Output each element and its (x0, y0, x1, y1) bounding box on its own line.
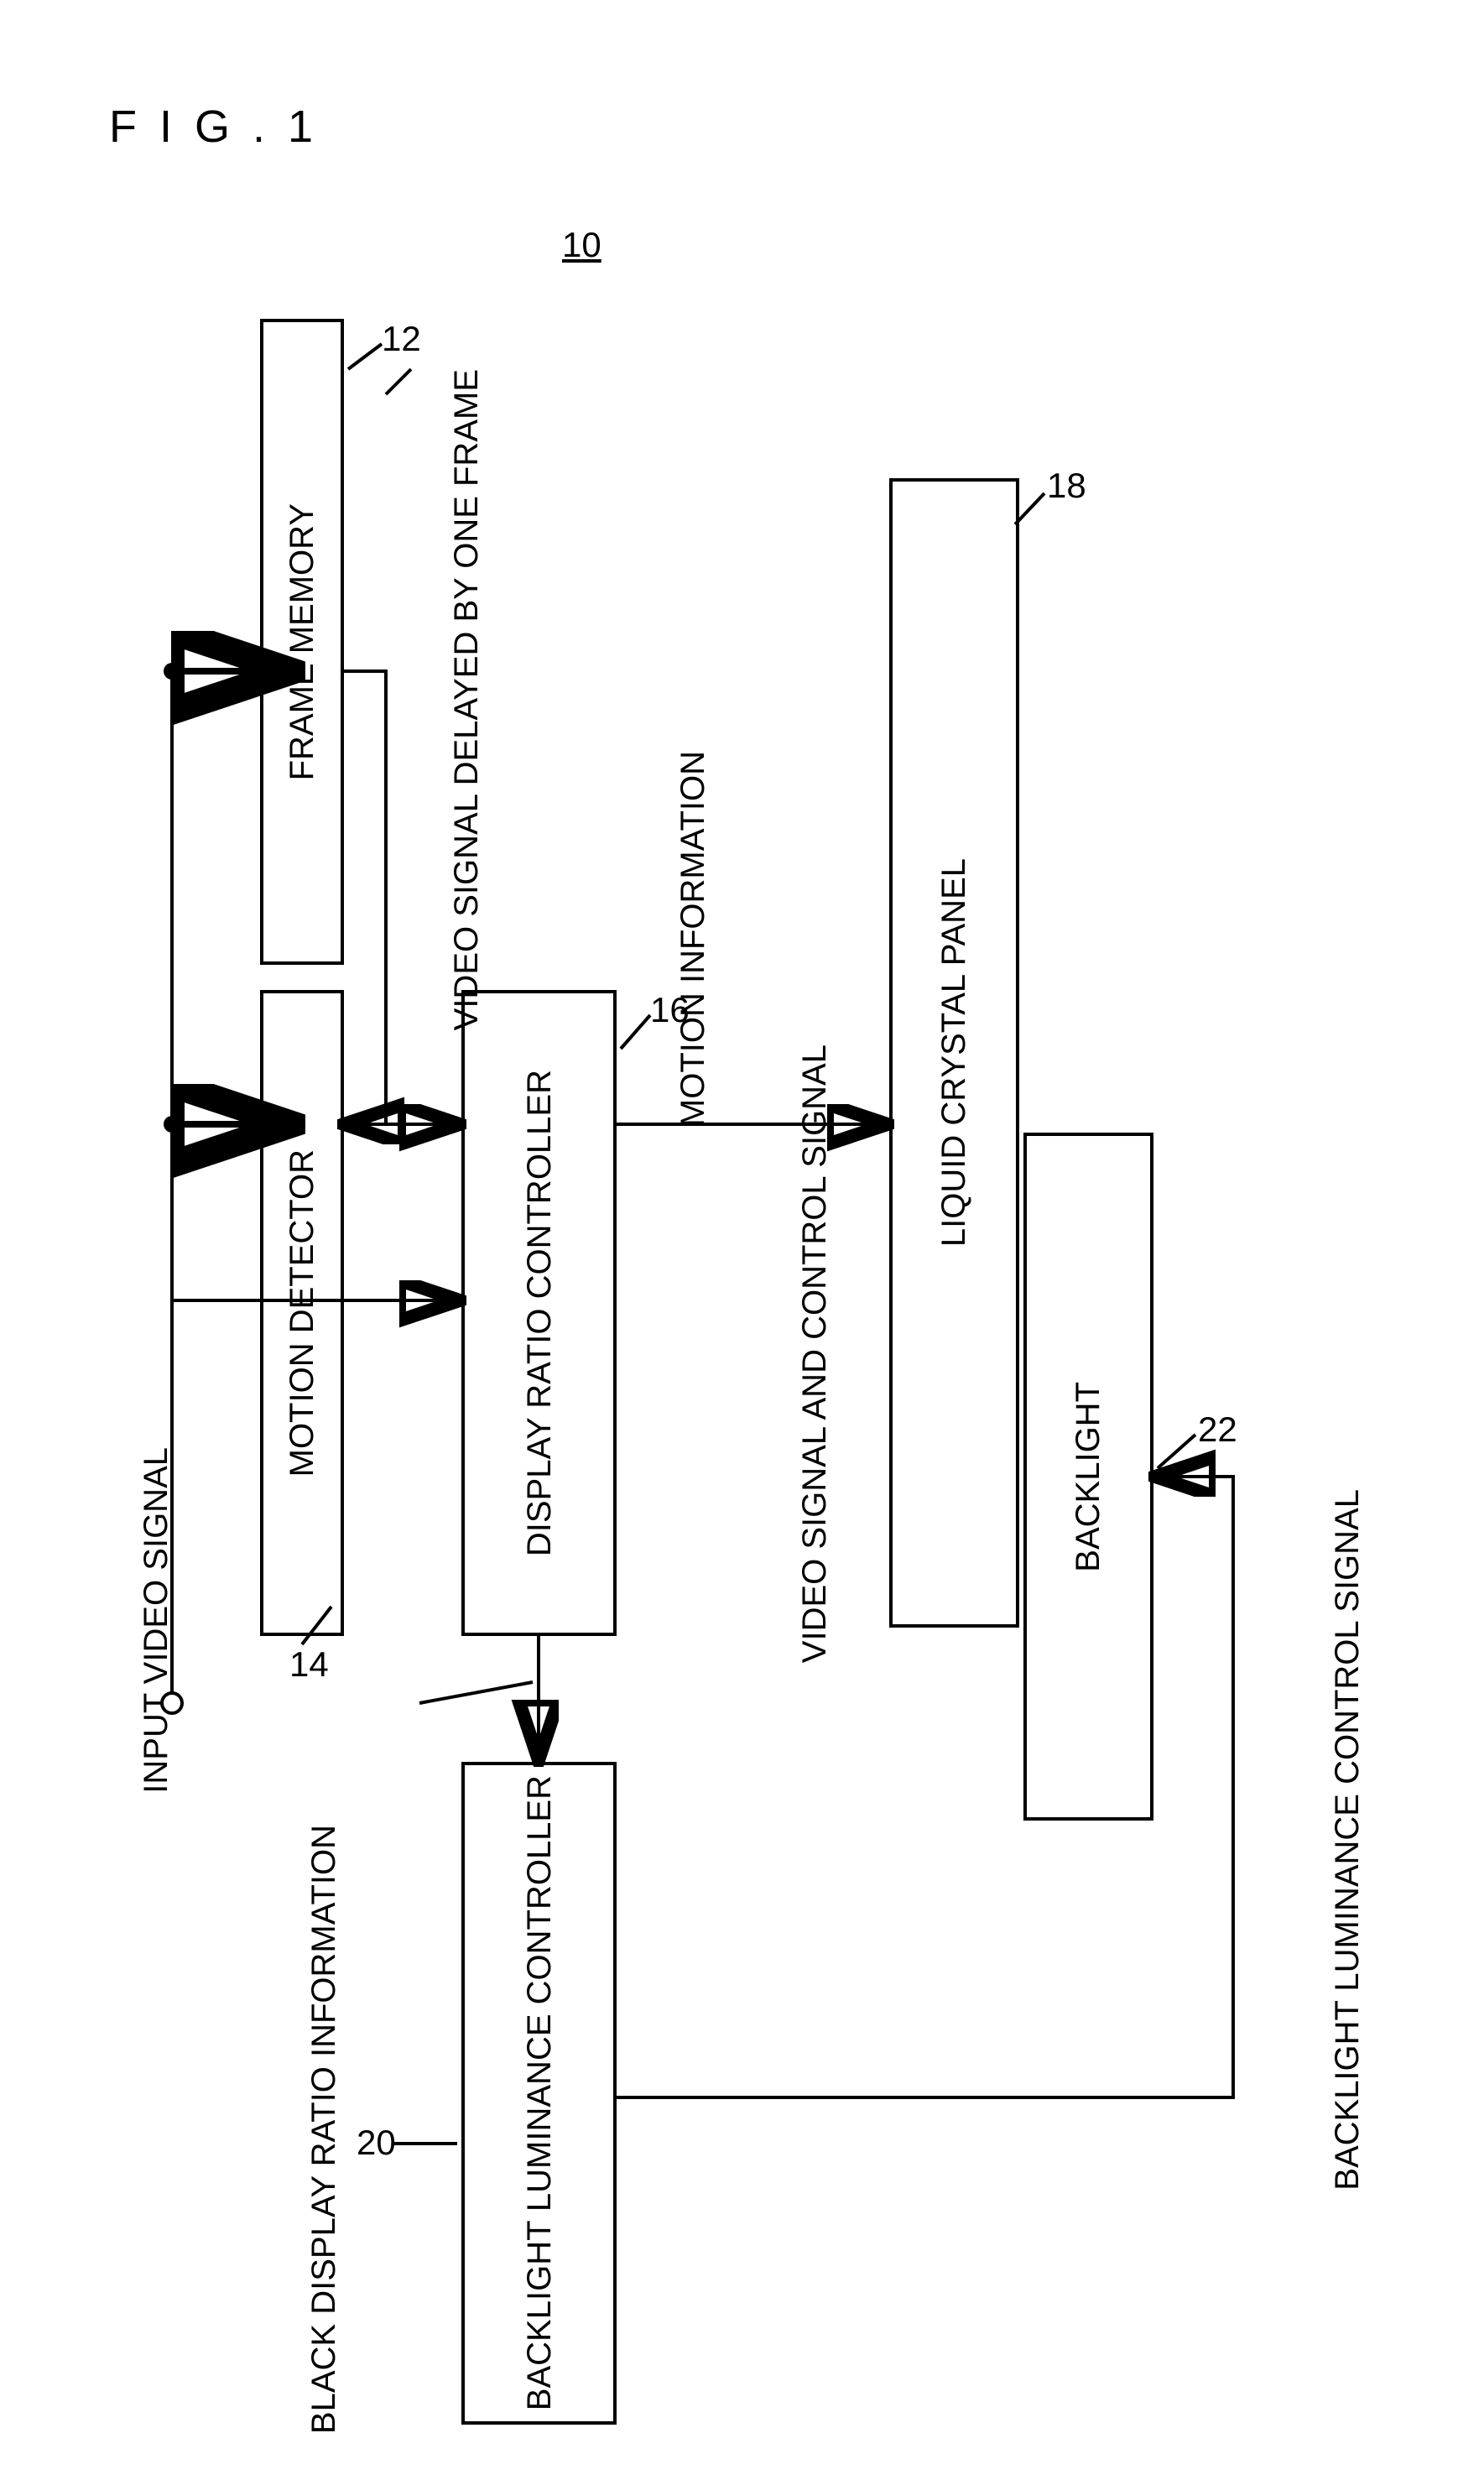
video-control-signal-label: VIDEO SIGNAL AND CONTROL SIGNAL (759, 1007, 834, 1709)
ref-10: 10 (562, 225, 601, 265)
lcd-panel-label: LIQUID CRYSTAL PANEL (935, 858, 973, 1247)
ref-14: 14 (289, 1644, 329, 1685)
motion-info-label: MOTION INFORMATION (638, 713, 712, 1173)
backlight-block: BACKLIGHT (1023, 1133, 1153, 1821)
figure-label: F I G . 1 (109, 101, 318, 153)
diagram-canvas: F I G . 1 10 FRAME MEMORY MOTION DETECTO… (0, 0, 1484, 2304)
backlight-label: BACKLIGHT (1070, 1382, 1107, 1572)
backlight-luminance-signal-label: BACKLIGHT LUMINANCE CONTROL SIGNAL (1292, 1451, 1367, 2237)
display-ratio-controller-label: DISPLAY RATIO CONTROLLER (518, 1070, 561, 1556)
lcd-panel-block: LIQUID CRYSTAL PANEL (889, 478, 1019, 1628)
ref-22: 22 (1198, 1409, 1237, 1450)
backlight-luminance-controller-block: BACKLIGHT LUMINANCE CONTROLLER (461, 1762, 617, 2425)
frame-memory-block: FRAME MEMORY (260, 319, 344, 965)
frame-memory-label: FRAME MEMORY (284, 503, 321, 780)
motion-detector-block: MOTION DETECTOR (260, 990, 344, 1636)
motion-detector-label: MOTION DETECTOR (284, 1149, 321, 1477)
video-delayed-label: VIDEO SIGNAL DELAYED BY ONE FRAME (411, 331, 486, 1076)
display-ratio-controller-block: DISPLAY RATIO CONTROLLER (461, 990, 617, 1636)
ref-12: 12 (382, 319, 421, 359)
input-video-signal-label: INPUT VIDEO SIGNAL (101, 1409, 175, 1840)
ref-18: 18 (1047, 466, 1086, 506)
black-display-ratio-label: BLACK DISPLAY RATIO INFORMATION (268, 1787, 343, 2480)
ref-20: 20 (357, 2123, 396, 2163)
ref-16: 16 (650, 990, 690, 1030)
backlight-luminance-controller-label: BACKLIGHT LUMINANCE CONTROLLER (518, 1775, 561, 2410)
wires-svg (0, 0, 1484, 2304)
